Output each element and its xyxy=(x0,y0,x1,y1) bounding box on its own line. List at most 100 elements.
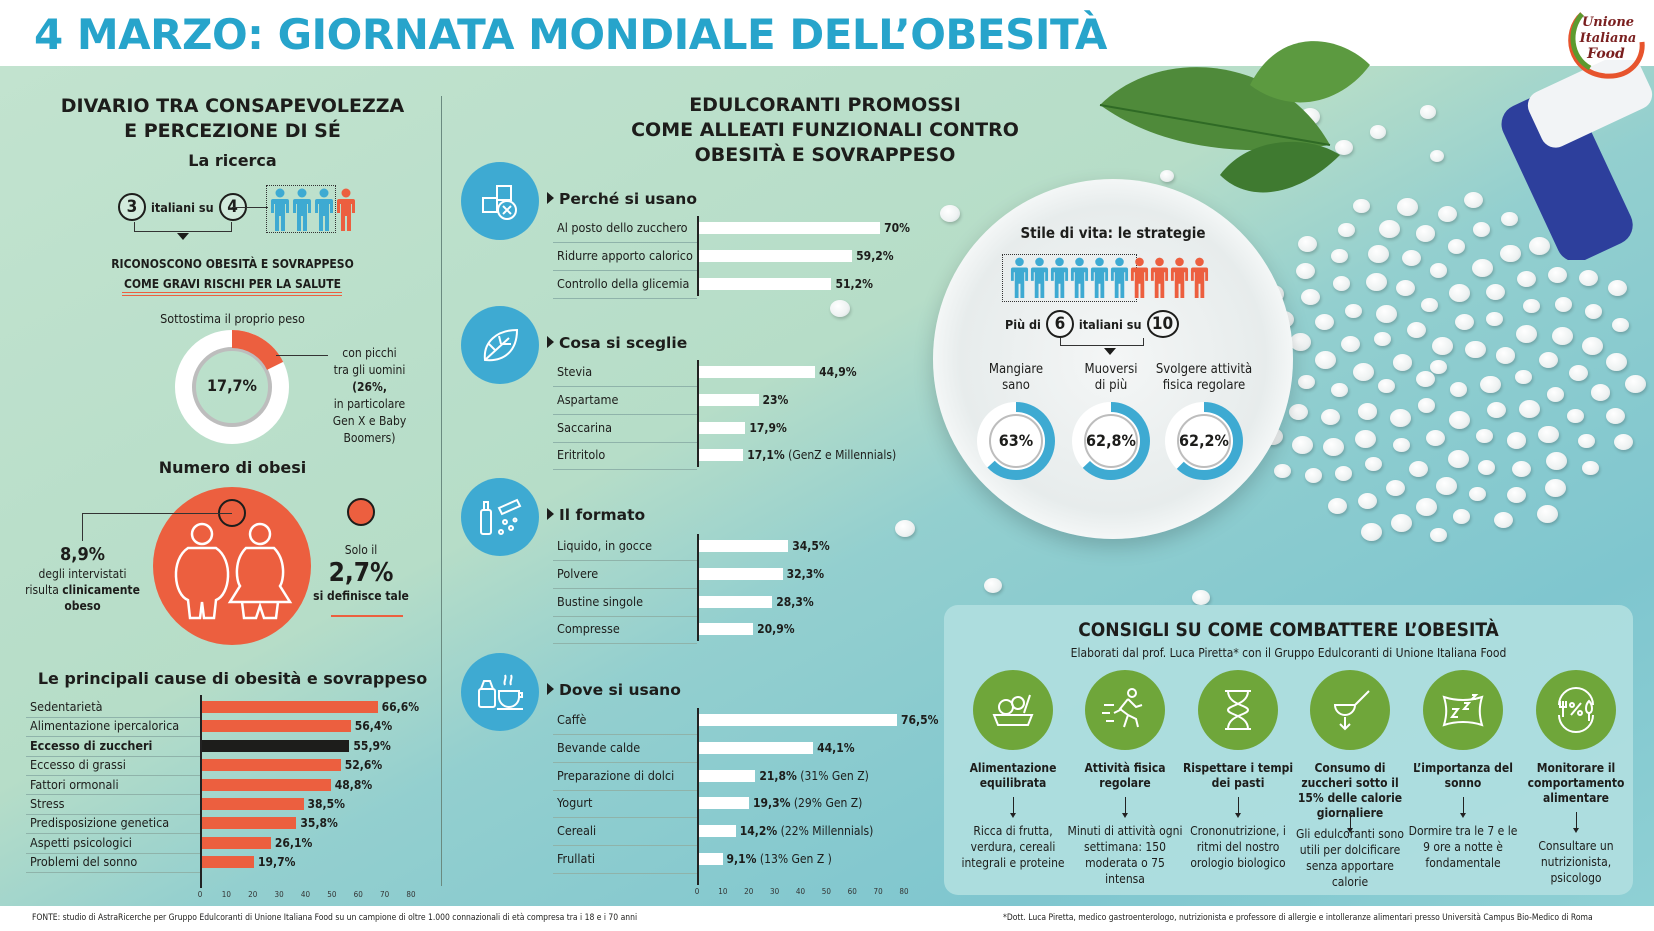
underestimate-value: 17,7% xyxy=(207,376,257,395)
footer-source: FONTE: studio di AstraRicerche per Grupp… xyxy=(32,913,638,923)
bar xyxy=(699,714,897,726)
pill-decoration xyxy=(1418,398,1436,413)
row-separator xyxy=(26,852,200,854)
strategy-label-line: fisica regolare xyxy=(1162,378,1246,393)
sweetener-dispenser-image xyxy=(1501,60,1653,260)
causes-title: Le principali cause di obesità e sovrapp… xyxy=(37,669,428,688)
pill-decoration xyxy=(1606,353,1628,372)
strategy-label-line: di più xyxy=(1094,378,1128,393)
axis-line xyxy=(697,534,699,642)
strategy-label-line: Muoversi xyxy=(1084,362,1138,377)
note-line: Boomers) xyxy=(343,431,396,445)
person-icon xyxy=(1010,257,1029,299)
bar-category-label: Predisposizione genetica xyxy=(30,815,170,831)
strategy-value: 63% xyxy=(998,431,1034,450)
pill-decoration xyxy=(1519,400,1541,418)
row-separator xyxy=(553,441,697,443)
pill-decoration xyxy=(1478,460,1495,475)
pill-decoration xyxy=(1547,387,1565,402)
bar xyxy=(202,759,341,772)
pill-decoration xyxy=(1511,460,1531,477)
bar-value-label: 51,2% xyxy=(835,276,873,291)
bar-category-label: Aspartame xyxy=(557,391,619,407)
bar-value-label: 55,9% xyxy=(353,738,391,753)
pill-decoration xyxy=(1335,466,1353,481)
strategy-label: Mangiare sano xyxy=(961,362,1071,394)
x-tick-label: 10 xyxy=(718,887,728,896)
arrow-down-icon xyxy=(1347,812,1353,833)
pill-decoration xyxy=(1430,360,1447,375)
self-perception-stat: Solo il 2,7% si definisce tale xyxy=(311,543,411,603)
arrow-down-icon xyxy=(1010,797,1016,818)
bar-value-label: 28,3% xyxy=(776,594,814,609)
strategy-value: 62,2% xyxy=(1179,431,1229,450)
annotation-line xyxy=(276,355,328,356)
axis-line xyxy=(697,360,699,468)
underline-accent xyxy=(331,615,403,617)
pill-decoration xyxy=(1289,404,1309,421)
self-prefix: Solo il xyxy=(344,543,378,557)
pill-decoration xyxy=(1335,140,1353,156)
plate-percent-icon xyxy=(1536,670,1616,750)
person-icon xyxy=(1050,257,1069,299)
pill-decoration xyxy=(1370,125,1386,139)
pillow-sleep-icon xyxy=(1423,670,1503,750)
pill-decoration xyxy=(1568,365,1588,382)
pill-decoration xyxy=(1328,498,1348,515)
middle-heading-line3: OBESITÀ E SOVRAPPESO xyxy=(694,144,956,166)
left-heading: DIVARIO TRA CONSAPEVOLEZZA E PERCEZIONE … xyxy=(30,94,435,144)
ratio-numerator: 3 xyxy=(118,193,146,221)
tip-description: Minuti di attività ogni settimana: 150 m… xyxy=(1067,824,1183,886)
person-icon xyxy=(292,188,312,232)
pill-decoration xyxy=(1373,332,1391,347)
pill-decoration xyxy=(1331,382,1349,398)
pill-decoration xyxy=(1567,409,1585,424)
strategy-label-line: Svolgere attività xyxy=(1155,362,1253,377)
bar-category-label: Eritritolo xyxy=(557,447,606,463)
pill-decoration xyxy=(1389,409,1411,428)
pill-decoration xyxy=(1298,235,1318,252)
pill-decoration xyxy=(1578,270,1598,287)
obese-text: risulta xyxy=(25,583,59,597)
pill-decoration xyxy=(1469,486,1487,502)
obese-people-icon xyxy=(174,522,293,620)
obese-text: obeso xyxy=(64,599,101,613)
middle-heading: EDULCORANTI PROMOSSI COME ALLEATI FUNZIO… xyxy=(600,93,1050,168)
pill-decoration xyxy=(1538,351,1558,368)
dropper-powder-icon xyxy=(461,478,539,556)
bar-value-label: 20,9% xyxy=(757,622,795,637)
bar-value-label: 59,2% xyxy=(856,248,894,263)
pill-decoration xyxy=(1273,463,1291,479)
bar-category-label: Eccesso di grassi xyxy=(30,757,126,773)
ratio-denominator: 10 xyxy=(1146,310,1179,338)
bar xyxy=(699,567,783,580)
note-line: in particolare xyxy=(333,397,406,411)
person-icon xyxy=(1190,257,1209,299)
bar-value-label: 9,1% (13% Gen Z ) xyxy=(726,852,832,866)
bar-note: (29% Gen Z) xyxy=(790,796,863,811)
pill-decoration xyxy=(1430,150,1444,162)
tips-panel xyxy=(944,605,1633,895)
pill-decoration xyxy=(984,578,1002,594)
pill-decoration xyxy=(1315,313,1335,330)
pill-decoration xyxy=(1547,266,1567,283)
arrow-down-icon xyxy=(1460,797,1466,818)
pill-decoration xyxy=(1449,284,1471,303)
strategy-label-line: Mangiare xyxy=(988,362,1044,377)
bar-value-label: 17,1% (GenZ e Millennials) xyxy=(747,448,897,463)
ratio-6-of-10: Più di 6 italiani su 10 xyxy=(1005,310,1179,338)
pill-decoration xyxy=(1365,272,1387,291)
pill-decoration xyxy=(1605,407,1625,424)
target-marker xyxy=(347,498,375,526)
bar-value-label: 34,5% xyxy=(792,539,830,553)
row-separator xyxy=(553,469,697,471)
coffee-cup-icon xyxy=(461,653,539,731)
row-separator xyxy=(26,716,200,718)
pill-decoration xyxy=(1499,244,1521,263)
pill-decoration xyxy=(1160,170,1174,182)
svg-text:Food: Food xyxy=(1586,46,1625,62)
tip-title: Consumo di zuccheri sotto il 15% delle c… xyxy=(1297,761,1403,820)
stevia-leaves-image xyxy=(1099,41,1370,193)
tip-title: Rispettare i tempi dei pasti xyxy=(1182,761,1294,790)
bar-category-label: Alimentazione ipercalorica xyxy=(30,718,180,734)
